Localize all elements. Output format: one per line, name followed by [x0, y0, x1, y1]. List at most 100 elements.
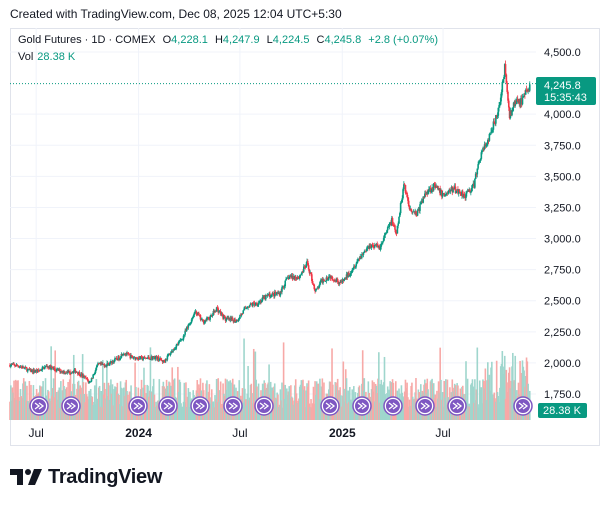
candle-body	[235, 319, 238, 322]
volume-bar	[512, 381, 515, 420]
volume-bar	[55, 404, 57, 420]
volume-bar	[187, 388, 190, 420]
candle-body	[284, 280, 287, 287]
candle-body	[361, 254, 363, 258]
candle-body	[419, 204, 421, 211]
volume-bar	[301, 380, 303, 420]
candle-body	[521, 97, 524, 105]
candle-body	[64, 372, 67, 374]
dividend-marker-icon[interactable]	[383, 396, 403, 416]
candle-body	[443, 193, 446, 196]
candle-body	[121, 353, 123, 356]
candle-body	[114, 358, 117, 359]
volume-bar	[481, 403, 483, 420]
volume-bar	[405, 388, 408, 420]
time-tick-label: Jul	[28, 426, 43, 440]
dividend-marker-icon[interactable]	[352, 396, 372, 416]
candle-body	[499, 97, 502, 105]
candle-body	[336, 279, 338, 282]
volume-bar	[134, 362, 136, 420]
candle-body	[245, 308, 248, 309]
dividend-marker-icon[interactable]	[415, 396, 435, 416]
candle-body	[208, 318, 211, 320]
candle-body	[103, 364, 106, 367]
volume-bar	[97, 400, 99, 420]
volume-bar	[522, 366, 525, 420]
candle-body	[356, 261, 358, 264]
candle-body	[422, 196, 425, 203]
candle-body	[80, 373, 82, 377]
volume-bar	[487, 379, 490, 420]
tradingview-logo[interactable]: TradingView	[10, 463, 162, 491]
dividend-marker-icon[interactable]	[61, 396, 81, 416]
volume-badge: 28.38 K	[538, 403, 587, 418]
candle-body	[415, 210, 417, 214]
volume-bar	[505, 369, 508, 420]
candle-body	[410, 208, 412, 212]
candle-body	[88, 381, 90, 383]
candle-body	[460, 193, 462, 196]
candle-body	[73, 369, 76, 372]
candle-body	[18, 366, 21, 368]
dividend-marker-icon[interactable]	[190, 396, 210, 416]
candle-body	[465, 193, 467, 199]
volume-bar	[347, 390, 349, 420]
candle-body	[381, 242, 383, 244]
candle-body	[290, 275, 293, 278]
dividend-marker-icon[interactable]	[513, 396, 533, 416]
candle-body	[482, 148, 485, 150]
volume-bar	[472, 386, 475, 420]
candle-body	[504, 64, 507, 75]
dividend-marker-icon[interactable]	[223, 396, 243, 416]
candle-body	[428, 189, 430, 191]
volume-bar	[409, 405, 412, 420]
dividend-marker-icon[interactable]	[447, 396, 467, 416]
candle-body	[102, 364, 104, 365]
volume-bar	[144, 407, 147, 420]
candle-body	[157, 356, 160, 361]
dividend-marker-icon[interactable]	[29, 396, 49, 416]
price-tick-label: 2,250.0	[544, 327, 581, 339]
symbol-title[interactable]: Gold Futures · 1D · COMEX	[18, 34, 156, 46]
volume-value: 28.38 K	[37, 51, 76, 63]
candle-body	[63, 371, 65, 373]
chart-frame[interactable]	[10, 28, 600, 446]
candle-body	[355, 263, 358, 267]
volume-bar	[69, 369, 72, 420]
volume-bar	[87, 399, 90, 420]
dividend-marker-icon[interactable]	[320, 396, 340, 416]
volume-bar	[510, 380, 513, 420]
candle-body	[235, 321, 237, 323]
candle-body	[463, 193, 466, 197]
candle-body	[198, 314, 201, 316]
volume-bar	[486, 362, 489, 420]
candle-body	[464, 196, 466, 199]
dividend-marker-icon[interactable]	[158, 396, 178, 416]
volume-bar	[110, 393, 113, 420]
volume-bar	[440, 399, 443, 420]
candle-body	[145, 358, 148, 360]
candle-body	[526, 89, 529, 92]
candle-body	[99, 362, 102, 365]
price-tick-label: 4,500.0	[544, 47, 581, 59]
volume-bar	[252, 348, 255, 420]
volume-bar	[185, 406, 188, 420]
volume-bar	[189, 400, 192, 420]
candle-body	[524, 93, 526, 95]
candle-body	[389, 222, 391, 225]
volume-bar	[157, 400, 160, 420]
dividend-marker-icon[interactable]	[254, 396, 274, 416]
candle-body	[174, 348, 177, 350]
candle-body	[354, 266, 357, 268]
candle-body	[122, 353, 124, 356]
candle-body	[399, 213, 401, 217]
candle-body	[34, 371, 36, 373]
candle-body	[423, 196, 425, 198]
candle-body	[155, 355, 157, 357]
dividend-marker-icon[interactable]	[128, 396, 148, 416]
volume-bar	[114, 387, 117, 420]
candle-body	[186, 327, 189, 328]
candle-body	[435, 185, 437, 188]
volume-bar	[312, 386, 315, 420]
